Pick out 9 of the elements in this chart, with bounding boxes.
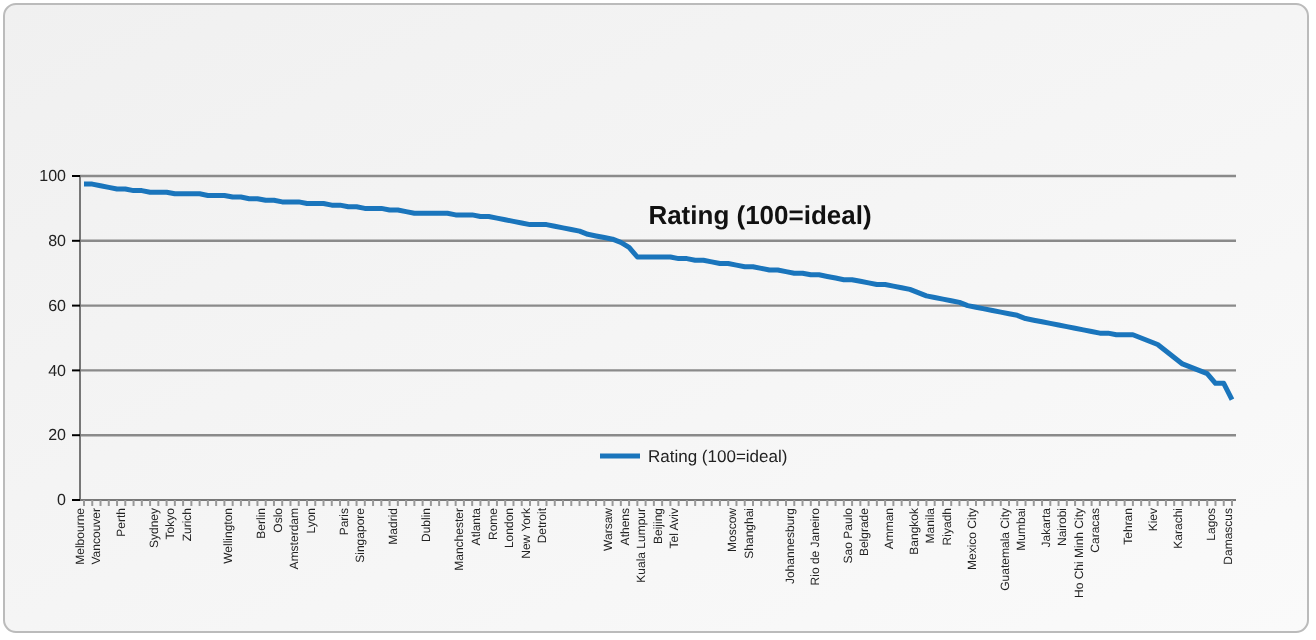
text: Rating (100=ideal) (648, 200, 872, 230)
y-tick-label: 80 (48, 231, 68, 250)
y-tick-label: 0 (57, 491, 68, 510)
y-tick-label: 100 (39, 167, 68, 186)
y-tick-label: 20 (48, 426, 68, 445)
legend-label: Rating (100=ideal) (648, 446, 788, 466)
y-tick-label: 60 (48, 296, 68, 315)
y-tick-label: 40 (48, 361, 68, 380)
line-series (81, 181, 1235, 403)
